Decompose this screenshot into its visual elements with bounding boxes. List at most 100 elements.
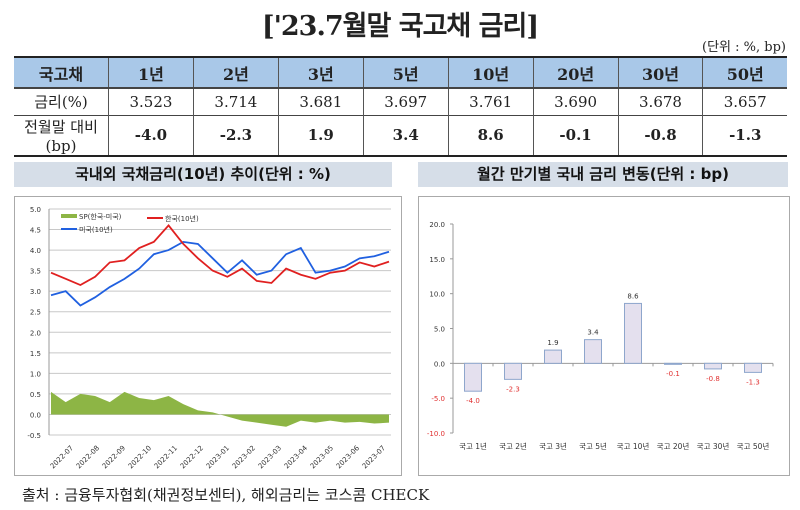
cell: 3.697 xyxy=(362,88,449,115)
x-tick-label: 국고 3년 xyxy=(539,441,567,451)
legend: SP(한국-미국) 미국(10년) 한국(10년) xyxy=(61,212,199,234)
cell: -4.0 xyxy=(108,115,194,156)
bar-data-label: 3.4 xyxy=(587,329,599,337)
bar xyxy=(584,339,602,364)
x-tick-label: 2023-05 xyxy=(309,444,335,470)
right-chart-box: 20.0 15.0 10.0 5.0 0.0 -5.0 -10.0 -4.0 국고 1년 -2.3… xyxy=(418,196,790,476)
row-label: 금리(%) xyxy=(34,93,88,112)
cell: 3.690 xyxy=(532,88,619,115)
x-tick-label: 국고 30년 xyxy=(697,441,730,451)
x-tick-label: 2022-11 xyxy=(153,444,179,470)
right-chart-title: 월간 만기별 국내 금리 변동(단위 : bp) xyxy=(418,162,788,187)
bar xyxy=(744,362,762,373)
y-tick-label: 3.5 xyxy=(30,268,41,276)
left-chart-title: 국내외 국채금리(10년) 추이(단위 : %) xyxy=(14,162,392,187)
bar-data-label: 8.6 xyxy=(627,292,639,300)
cell: 3.523 xyxy=(108,88,194,115)
row-label: 전월말 대비(bp) xyxy=(24,117,98,155)
y-tick-label: 15.0 xyxy=(429,256,445,264)
y-tick-label: 2.0 xyxy=(30,329,41,337)
y-tick-label: 20.0 xyxy=(429,221,445,229)
legend-swatch-spread xyxy=(61,214,77,218)
y-tick-label: 0.0 xyxy=(30,411,41,419)
header-cell: 2년 xyxy=(192,57,279,88)
bar xyxy=(704,362,722,370)
y-tick-label: -0.5 xyxy=(27,432,41,440)
source-footer: 출처 : 금융투자협회(채권정보센터), 해외금리는 코스콤 CHECK xyxy=(22,486,430,504)
y-tick-label: 3.0 xyxy=(30,288,41,296)
unit-note: (단위 : %, bp) xyxy=(702,40,786,55)
header-cell: 3년 xyxy=(277,57,364,88)
x-tick-label: 국고 20년 xyxy=(657,441,690,451)
y-tick-label: 4.0 xyxy=(30,247,41,255)
x-tick-label: 2023-01 xyxy=(205,444,231,470)
bar-chart: 20.0 15.0 10.0 5.0 0.0 -5.0 -10.0 -4.0 국고 1년 -2.3… xyxy=(427,221,774,451)
cell: 3.681 xyxy=(277,88,364,115)
y-tick-label: -10.0 xyxy=(427,430,445,438)
cell: 3.657 xyxy=(702,88,787,115)
cell: -2.3 xyxy=(192,115,279,156)
us-line xyxy=(50,240,390,307)
header-cell: 1년 xyxy=(108,57,194,88)
rates-table: 국고채 1년 2년 3년 5년 10년 20년 30년 50년 금리(%) 3.… xyxy=(14,56,787,157)
header-cell: 5년 xyxy=(362,57,449,88)
header-cell: 국고채 xyxy=(38,64,84,84)
table-row: 금리(%) 3.523 3.714 3.681 3.697 3.761 3.69… xyxy=(14,88,787,115)
y-tick-label: 4.5 xyxy=(30,227,41,235)
bar-data-label: -4.0 xyxy=(466,397,480,405)
x-tick-label: 국고 5년 xyxy=(579,441,607,451)
x-tick-label: 2023-06 xyxy=(335,444,362,471)
x-tick-label: 2022-07 xyxy=(49,444,75,470)
bar-data-label: -0.8 xyxy=(706,375,720,383)
spread-area xyxy=(51,391,389,427)
bar-data-label: -0.1 xyxy=(666,370,680,378)
legend-label: 한국(10년) xyxy=(165,214,199,223)
korea-line xyxy=(50,224,390,287)
x-tick-label: 2023-02 xyxy=(231,444,257,470)
bar xyxy=(544,349,562,364)
bar xyxy=(504,362,522,380)
bar-data-label: -2.3 xyxy=(506,385,520,393)
cell: 3.714 xyxy=(192,88,279,115)
cell: -1.3 xyxy=(702,115,787,156)
y-tick-label: 1.0 xyxy=(30,370,41,378)
header-cell: 10년 xyxy=(447,57,534,88)
x-tick-label: 국고 10년 xyxy=(617,441,650,451)
bar xyxy=(464,362,482,392)
x-tick-label: 2022-10 xyxy=(127,444,153,470)
cell: -0.8 xyxy=(617,115,703,156)
x-tick-label: 2022-08 xyxy=(75,444,101,470)
x-tick-label: 국고 1년 xyxy=(459,441,487,451)
legend-label: SP(한국-미국) xyxy=(79,212,122,221)
cell: 8.6 xyxy=(447,115,534,156)
y-tick-label: 2.5 xyxy=(30,309,41,317)
bar xyxy=(624,302,642,364)
table-row: 전월말 대비(bp) -4.0 -2.3 1.9 3.4 8.6 -0.1 -0… xyxy=(14,115,787,156)
cell: 3.4 xyxy=(362,115,449,156)
table-header-row: 국고채 1년 2년 3년 5년 10년 20년 30년 50년 xyxy=(14,57,787,88)
legend-label: 미국(10년) xyxy=(79,225,113,234)
x-tick-label: 국고 2년 xyxy=(499,441,527,451)
bar-data-label: 1.9 xyxy=(547,339,558,347)
y-tick-label: 10.0 xyxy=(429,291,445,299)
y-tick-label: 5.0 xyxy=(30,206,41,214)
bar xyxy=(664,362,682,365)
x-tick-label: 2023-03 xyxy=(257,444,283,470)
y-tick-label: 0.5 xyxy=(30,391,41,399)
page-title: ['23.7월말 국고채 금리] xyxy=(261,11,539,42)
cell: 3.761 xyxy=(447,88,534,115)
left-chart-box: 5.0 4.5 4.0 3.5 3.0 2.5 2.0 1.5 1.0 0.5 0.0 -0.5 202… xyxy=(14,196,402,476)
line-chart: 5.0 4.5 4.0 3.5 3.0 2.5 2.0 1.5 1.0 0.5 0.0 -0.5 202… xyxy=(27,206,391,471)
y-tick-label: 1.5 xyxy=(30,350,41,358)
bar-data-label: -1.3 xyxy=(746,378,760,386)
y-tick-label: 5.0 xyxy=(434,326,445,334)
x-tick-label: 2023-07 xyxy=(361,444,387,470)
cell: 1.9 xyxy=(277,115,364,156)
cell: 3.678 xyxy=(617,88,703,115)
cell: -0.1 xyxy=(532,115,619,156)
x-tick-label: 2023-04 xyxy=(283,444,310,471)
x-tick-label: 2022-09 xyxy=(101,444,127,470)
y-tick-label: -5.0 xyxy=(431,395,445,403)
header-cell: 20년 xyxy=(532,57,619,88)
header-cell: 50년 xyxy=(702,57,787,88)
